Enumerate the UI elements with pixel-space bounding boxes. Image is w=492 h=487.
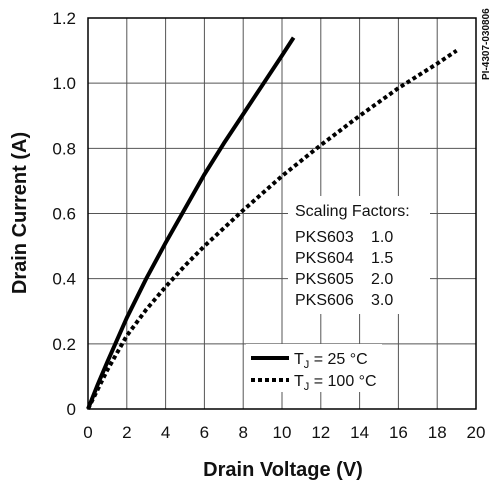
- y-tick-label: 0.8: [52, 139, 76, 158]
- legend-label-sub: J: [304, 381, 310, 393]
- legend-label-main: T: [294, 373, 304, 390]
- y-tick-label: 1.0: [52, 74, 76, 93]
- plot-frame: [87, 17, 477, 410]
- y-axis-title: Drain Current (A): [9, 132, 31, 294]
- scaling-row-factor: 3.0: [371, 292, 393, 309]
- legend-label-100c: TJ = 100 °C: [294, 373, 377, 393]
- x-tick-label: 2: [122, 423, 131, 442]
- scaling-row-part: PKS604: [295, 250, 354, 267]
- legend-label-main: T: [294, 351, 304, 368]
- scaling-row-factor: 2.0: [371, 271, 393, 288]
- y-tick-label: 0: [67, 400, 76, 419]
- legend-label-rest: = 100 °C: [309, 373, 376, 390]
- scaling-row-part: PKS605: [295, 271, 354, 288]
- x-axis-title: Drain Voltage (V): [203, 459, 363, 481]
- scaling-row-part: PKS606: [295, 292, 354, 309]
- tick-labels: 0 2 4 6 8 10 12 14 16 18 20 0 0.2 0.4 0.6 0.8 1.0 1.2: [52, 9, 485, 442]
- x-tick-label: 14: [350, 423, 369, 442]
- legend-label-rest: = 25 °C: [309, 351, 367, 368]
- legend-label-25c: TJ = 25 °C: [294, 351, 368, 371]
- x-tick-label: 6: [200, 423, 209, 442]
- x-tick-label: 18: [428, 423, 447, 442]
- legend: TJ = 25 °C TJ = 100 °C: [246, 344, 382, 393]
- series-line-25c: [86, 36, 296, 410]
- legend-background: [246, 344, 382, 392]
- x-tick-label: 0: [83, 423, 92, 442]
- scaling-row-part: PKS603: [295, 229, 354, 246]
- y-tick-label: 1.2: [52, 9, 76, 28]
- scaling-row-factor: 1.5: [371, 250, 393, 267]
- y-tick-label: 0.4: [52, 270, 76, 289]
- x-tick-label: 4: [161, 423, 170, 442]
- y-tick-label: 0.6: [52, 205, 76, 224]
- scaling-row-factor: 1.0: [371, 229, 393, 246]
- series-layer: [86, 36, 458, 410]
- legend-label-sub: J: [304, 359, 310, 371]
- x-tick-label: 8: [238, 423, 247, 442]
- scaling-factors-title: Scaling Factors:: [295, 203, 410, 220]
- x-tick-label: 10: [273, 423, 292, 442]
- part-number: PI-4307-030806: [481, 8, 492, 80]
- x-tick-label: 12: [311, 423, 330, 442]
- x-tick-label: 16: [389, 423, 408, 442]
- scaling-factors-box: Scaling Factors: PKS603 1.0 PKS604 1.5 P…: [288, 196, 430, 314]
- y-tick-label: 0.2: [52, 335, 76, 354]
- scaling-factors-background: [288, 196, 430, 314]
- series-line-100c: [86, 48, 458, 410]
- x-tick-label: 20: [467, 423, 486, 442]
